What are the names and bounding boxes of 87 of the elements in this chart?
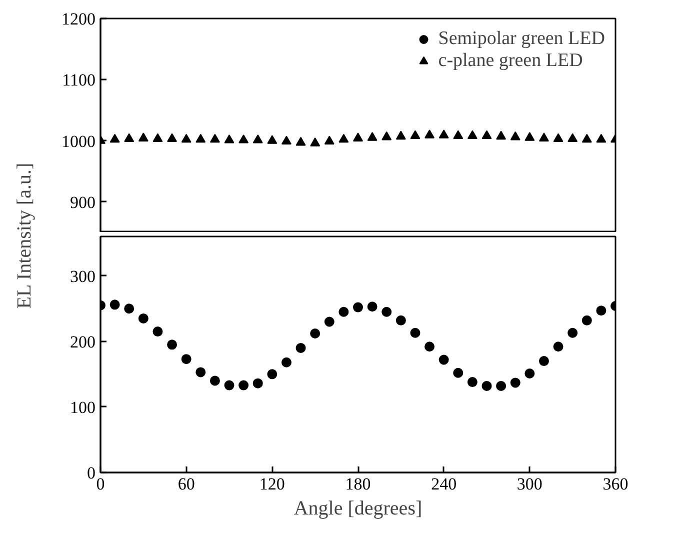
point xyxy=(382,131,392,140)
point xyxy=(582,134,592,143)
point xyxy=(252,378,263,388)
point xyxy=(138,313,148,324)
point xyxy=(181,354,192,364)
x-tick-label: 60 xyxy=(178,474,195,494)
y-tick-label: 900 xyxy=(70,192,96,212)
point xyxy=(353,132,363,142)
x-tick-label: 360 xyxy=(602,474,628,494)
point xyxy=(553,133,564,142)
y-tick-label: 200 xyxy=(70,332,96,352)
point xyxy=(438,354,449,365)
y-axis-title: EL Intensity [a.u.] xyxy=(14,162,36,309)
point xyxy=(124,304,134,314)
point xyxy=(568,133,578,142)
point xyxy=(210,376,220,386)
point xyxy=(281,357,292,368)
point xyxy=(410,130,420,139)
point xyxy=(438,130,449,138)
x-tick-label: 300 xyxy=(516,474,542,494)
point xyxy=(538,356,549,366)
point xyxy=(110,134,120,143)
point xyxy=(296,342,306,353)
x-tick-label: 240 xyxy=(431,474,457,494)
point xyxy=(324,316,334,327)
point xyxy=(138,132,148,142)
point xyxy=(338,134,349,143)
point xyxy=(353,302,363,312)
x-tick-label: 120 xyxy=(259,474,285,494)
point xyxy=(453,130,464,139)
point xyxy=(181,134,192,143)
legend-label: c-plane green LED xyxy=(438,50,583,72)
point xyxy=(496,130,506,140)
point xyxy=(582,315,592,326)
point xyxy=(524,368,535,378)
point xyxy=(367,302,378,312)
point xyxy=(524,132,535,141)
point xyxy=(482,130,492,139)
point xyxy=(510,131,520,140)
point xyxy=(424,130,435,138)
point xyxy=(124,133,134,142)
point xyxy=(453,368,464,378)
y-tick-label: 300 xyxy=(70,266,96,286)
point xyxy=(382,306,392,317)
point xyxy=(210,134,220,143)
point xyxy=(267,369,278,380)
point xyxy=(167,133,178,142)
point xyxy=(224,134,234,144)
point xyxy=(252,134,263,144)
point xyxy=(238,380,249,390)
point xyxy=(238,134,249,144)
point xyxy=(410,328,420,338)
y-tick-label: 1000 xyxy=(62,132,96,151)
point xyxy=(152,133,163,142)
point xyxy=(367,132,378,141)
point xyxy=(267,135,278,144)
point xyxy=(396,315,406,326)
point xyxy=(424,342,435,352)
point xyxy=(396,130,406,140)
point xyxy=(467,377,478,388)
point xyxy=(152,326,163,337)
point xyxy=(482,380,492,391)
point xyxy=(167,340,178,350)
point xyxy=(196,134,206,143)
point xyxy=(281,136,292,144)
point xyxy=(224,380,234,390)
point xyxy=(310,138,320,146)
point xyxy=(310,328,320,339)
y-tick-label: 100 xyxy=(70,398,96,417)
point xyxy=(338,306,349,317)
point xyxy=(568,328,578,338)
point xyxy=(324,136,334,144)
point xyxy=(510,378,520,388)
x-axis-title: Angle [degrees] xyxy=(294,498,422,520)
point xyxy=(538,132,549,142)
legend-label: Semipolar green LED xyxy=(438,28,605,50)
point xyxy=(110,300,120,310)
point xyxy=(553,342,564,352)
y-tick-label: 1100 xyxy=(62,70,96,90)
x-tick-label: 180 xyxy=(345,474,371,494)
point xyxy=(296,136,306,146)
point xyxy=(496,380,506,391)
point xyxy=(596,306,606,316)
y-tick-label: 1200 xyxy=(62,10,96,28)
point xyxy=(196,367,206,378)
point xyxy=(467,130,478,139)
point xyxy=(596,134,606,143)
